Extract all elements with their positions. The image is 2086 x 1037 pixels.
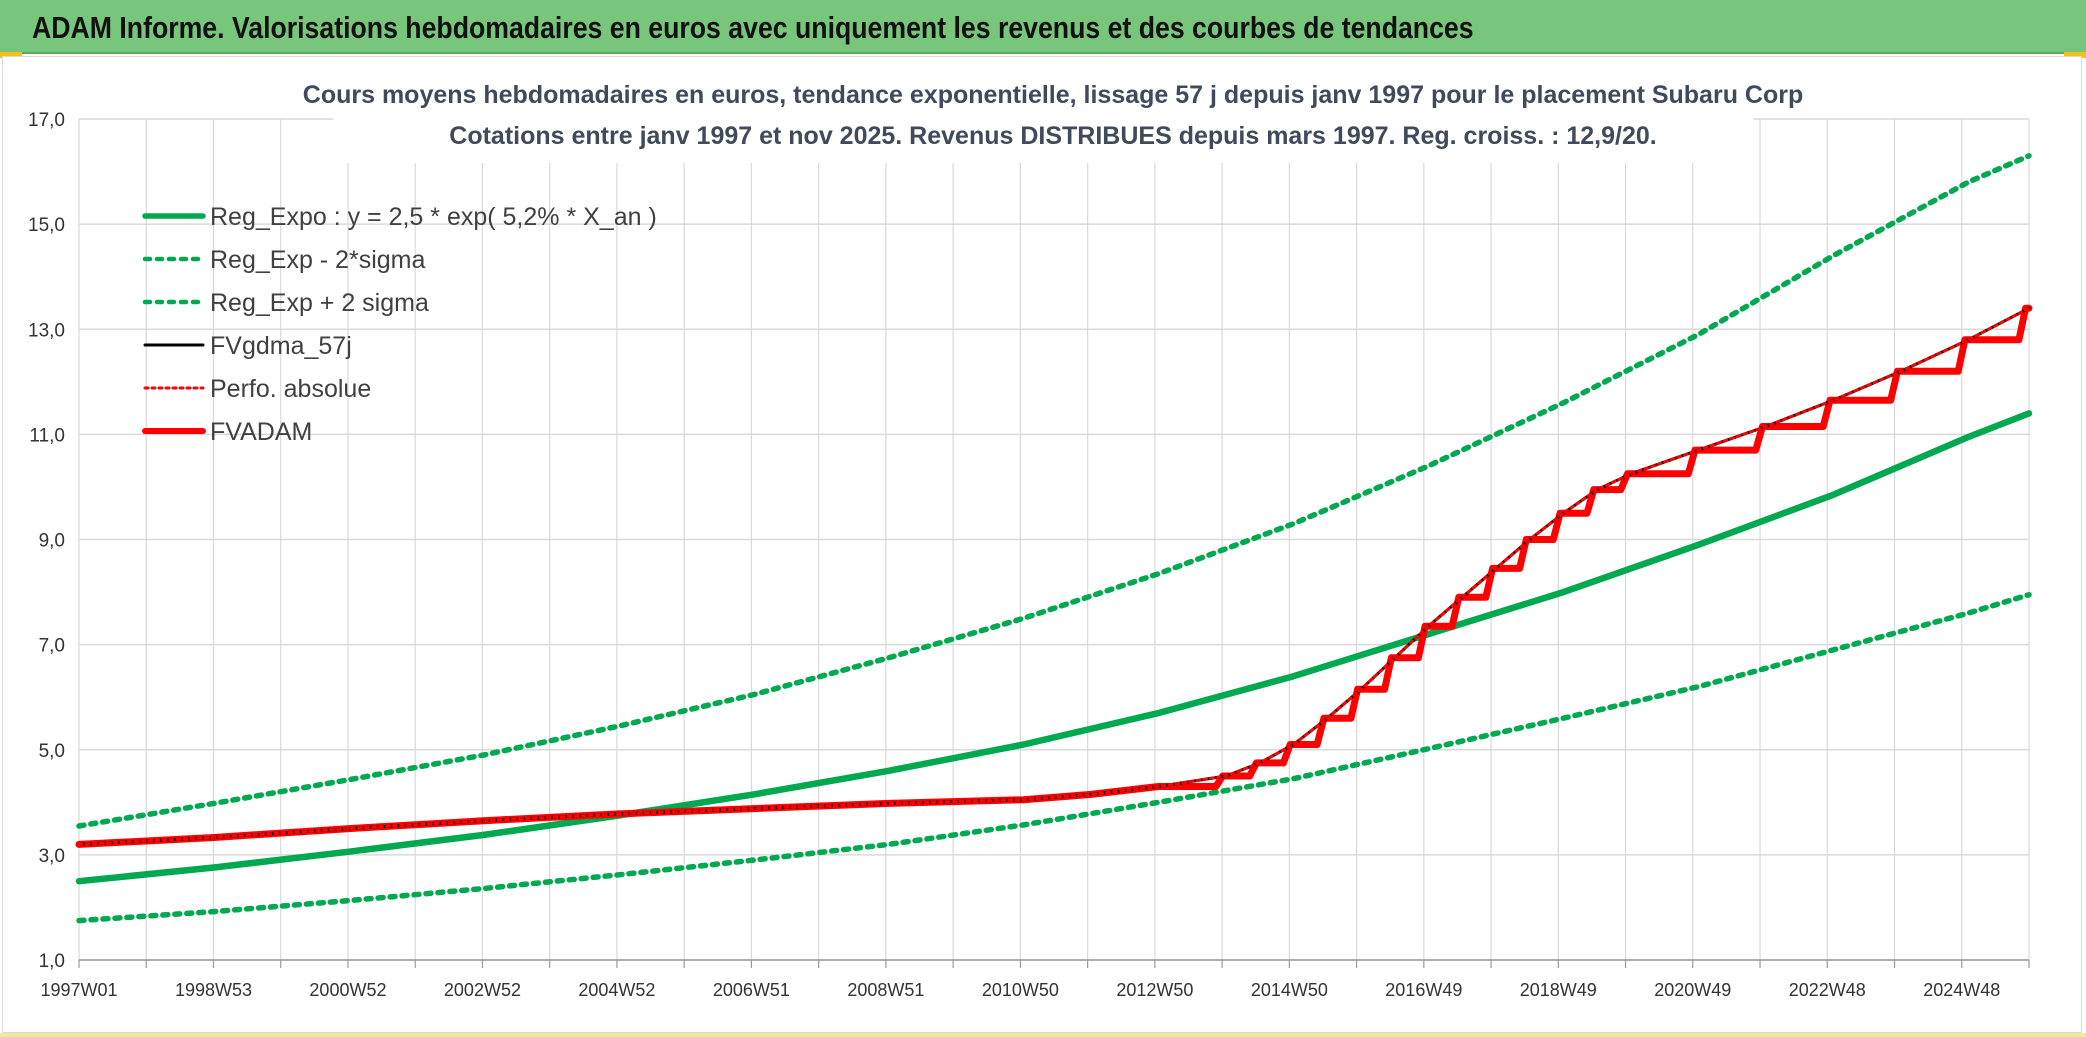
y-tick-label: 1,0 bbox=[39, 951, 65, 972]
bottom-strip bbox=[0, 1033, 2086, 1037]
x-tick-label: 1997W01 bbox=[40, 980, 117, 1000]
series-line-5 bbox=[75, 304, 2033, 848]
chart-title: Cours moyens hebdomadaires en euros, ten… bbox=[303, 81, 1803, 109]
x-tick-label: 2000W52 bbox=[309, 980, 386, 1000]
chart-area: 1,0 3,0 5,0 7,0 9,0 11,0 13,0 15,0 17,0 1997W01 19… bbox=[2, 56, 2082, 1033]
y-tick-label: 11,0 bbox=[29, 425, 65, 446]
legend-label: FVgdma_57j bbox=[210, 332, 352, 360]
x-tick-label: 2020W49 bbox=[1654, 980, 1731, 1000]
y-tick-label: 13,0 bbox=[28, 320, 65, 341]
legend-label: Reg_Expo : y = 2,5 * exp( 5,2% * X_an ) bbox=[210, 203, 657, 231]
y-tick-label: 17,0 bbox=[28, 110, 65, 131]
x-tick-label: 2004W52 bbox=[578, 980, 655, 1000]
legend-label: Reg_Exp - 2*sigma bbox=[210, 246, 425, 274]
y-tick-label: 9,0 bbox=[39, 531, 65, 552]
series-line-0 bbox=[75, 410, 2033, 885]
x-tick-label: 2024W48 bbox=[1923, 980, 2000, 1000]
x-tick-label: 2018W49 bbox=[1520, 980, 1597, 1000]
series-line-1 bbox=[76, 591, 2032, 924]
x-tick-label: 2012W50 bbox=[1116, 980, 1193, 1000]
x-tick-label: 2008W51 bbox=[847, 980, 924, 1000]
title-backing bbox=[333, 65, 1753, 163]
page-title: ADAM Informe. Valorisations hebdomadaire… bbox=[32, 10, 1474, 45]
x-tick-label: 2002W52 bbox=[444, 980, 521, 1000]
corner-mark-right bbox=[2064, 52, 2086, 58]
x-tick-label: 2016W49 bbox=[1385, 980, 1462, 1000]
y-tick-label: 3,0 bbox=[39, 846, 65, 867]
x-tick-label: 2010W50 bbox=[982, 980, 1059, 1000]
series-line-2 bbox=[76, 153, 2032, 829]
legend-label: FVADAM bbox=[210, 418, 312, 446]
chart-subtitle: Cotations entre janv 1997 et nov 2025. R… bbox=[449, 122, 1656, 150]
x-tick-label: 1998W53 bbox=[175, 980, 252, 1000]
header-bar: ADAM Informe. Valorisations hebdomadaire… bbox=[0, 0, 2086, 54]
legend-label: Perfo. absolue bbox=[210, 375, 371, 403]
x-tick-label: 2022W48 bbox=[1789, 980, 1866, 1000]
series-line-3 bbox=[77, 306, 2031, 846]
x-tick-label: 2006W51 bbox=[713, 980, 790, 1000]
corner-mark-left bbox=[0, 52, 22, 58]
legend-label: Reg_Exp + 2 sigma bbox=[210, 289, 429, 317]
chart-svg: 1,0 3,0 5,0 7,0 9,0 11,0 13,0 15,0 17,0 1997W01 19… bbox=[28, 65, 2033, 1000]
series-line-4 bbox=[77, 306, 2031, 846]
x-tick-label: 2014W50 bbox=[1251, 980, 1328, 1000]
y-tick-label: 5,0 bbox=[39, 741, 65, 762]
y-tick-label: 15,0 bbox=[28, 215, 65, 236]
y-tick-label: 7,0 bbox=[39, 636, 65, 657]
